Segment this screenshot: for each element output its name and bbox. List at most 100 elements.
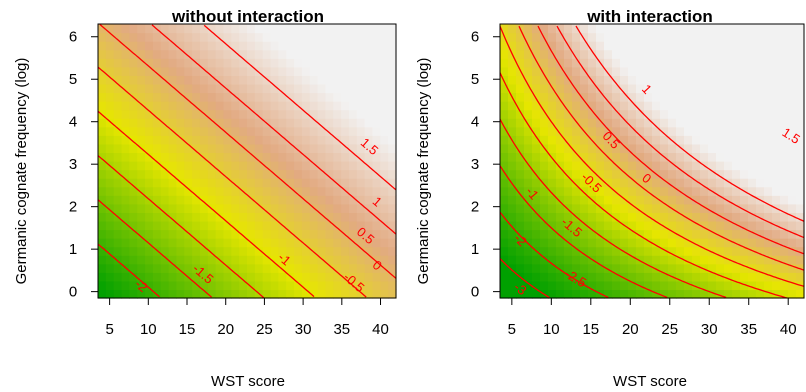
contour-line [151,24,397,235]
heat-cell [247,152,256,162]
heat-cell [748,49,757,59]
heat-cell [684,58,693,68]
heat-cell [612,152,621,162]
heat-cell [724,143,733,154]
heat-cell [780,66,789,76]
heat-cell [388,92,397,102]
heat-cell [652,220,661,231]
heat-cell [247,32,256,42]
heat-cell [309,152,319,162]
heat-cell [325,220,334,231]
heat-cell [732,161,741,171]
heat-cell [660,289,669,299]
heat-cell [160,280,170,291]
heat-cell [636,58,645,68]
heat-cell [660,135,669,145]
heat-cell [192,161,201,171]
heat-cell [301,32,311,42]
heat-cell [660,66,669,76]
heat-cell [692,118,701,128]
heat-cell [348,58,358,68]
heat-cell [348,143,358,154]
heat-cell [796,246,805,256]
heat-cell [309,263,319,273]
heat-cell [700,58,709,68]
heat-cell [215,246,225,256]
heat-cell [676,101,685,111]
heat-cell [207,66,217,76]
heat-cell [500,109,509,119]
heat-cell [317,49,327,59]
heat-cell [333,143,342,154]
heat-cell [270,143,279,154]
heat-cell [652,41,661,51]
heat-cell [772,280,781,291]
heat-cell [262,75,272,85]
heat-cell [294,66,303,76]
heat-cell [668,32,677,42]
heat-cell [780,238,789,248]
heat-cell [580,169,589,179]
heat-cell [612,255,621,265]
heat-cell [333,212,342,222]
heat-cell [341,195,350,205]
heat-cell [145,178,154,188]
heat-cell [199,238,209,248]
heat-cell [644,169,653,179]
heat-cell [716,58,725,68]
heat-cell [199,289,209,299]
heat-cell [748,238,757,248]
heat-cell [333,101,342,111]
heat-cell [121,32,130,42]
heat-cell [580,272,589,282]
heat-cell [121,280,130,291]
heat-cell [309,255,319,265]
heat-cell [199,212,209,222]
heat-cell [333,229,342,239]
heat-cell [192,186,201,196]
heat-cell [388,263,397,273]
heat-cell [105,118,115,128]
heat-cell [564,186,573,196]
heat-cell [596,126,605,136]
heat-cell [708,255,717,265]
heat-cell [516,118,525,128]
heat-cell [137,83,146,94]
heat-cell [700,263,709,273]
heat-cell [199,186,209,196]
heat-cell [660,161,669,171]
heat-cell [309,66,319,76]
heat-cell [145,32,154,42]
heat-cell [199,135,209,145]
heat-cell [231,49,240,59]
contour-line [499,118,727,299]
heat-cell [740,161,749,171]
heat-cell [516,203,525,213]
heat-cell [788,229,797,239]
heat-cell [588,229,597,239]
heat-cell [270,83,279,94]
heat-cell [199,152,209,162]
heat-cell [588,32,597,42]
heat-cell [341,169,350,179]
heat-cell [239,212,248,222]
heat-cell [286,49,295,59]
heat-cell [636,263,645,273]
heat-cell [348,272,358,282]
heat-cell [270,135,279,145]
heat-cell [152,255,162,265]
heat-cell [620,32,629,42]
heat-cell [724,49,733,59]
heat-cell [652,49,661,59]
heat-cell [692,135,701,145]
heat-cell [740,135,749,145]
heat-cell [262,161,272,171]
heat-cell [372,178,381,188]
heat-cell [262,32,272,42]
heat-cell [98,92,107,102]
heat-cell [137,161,146,171]
contour-line [537,25,805,255]
heat-cell [294,280,303,291]
heat-cell [684,135,693,145]
heat-cell [388,229,397,239]
